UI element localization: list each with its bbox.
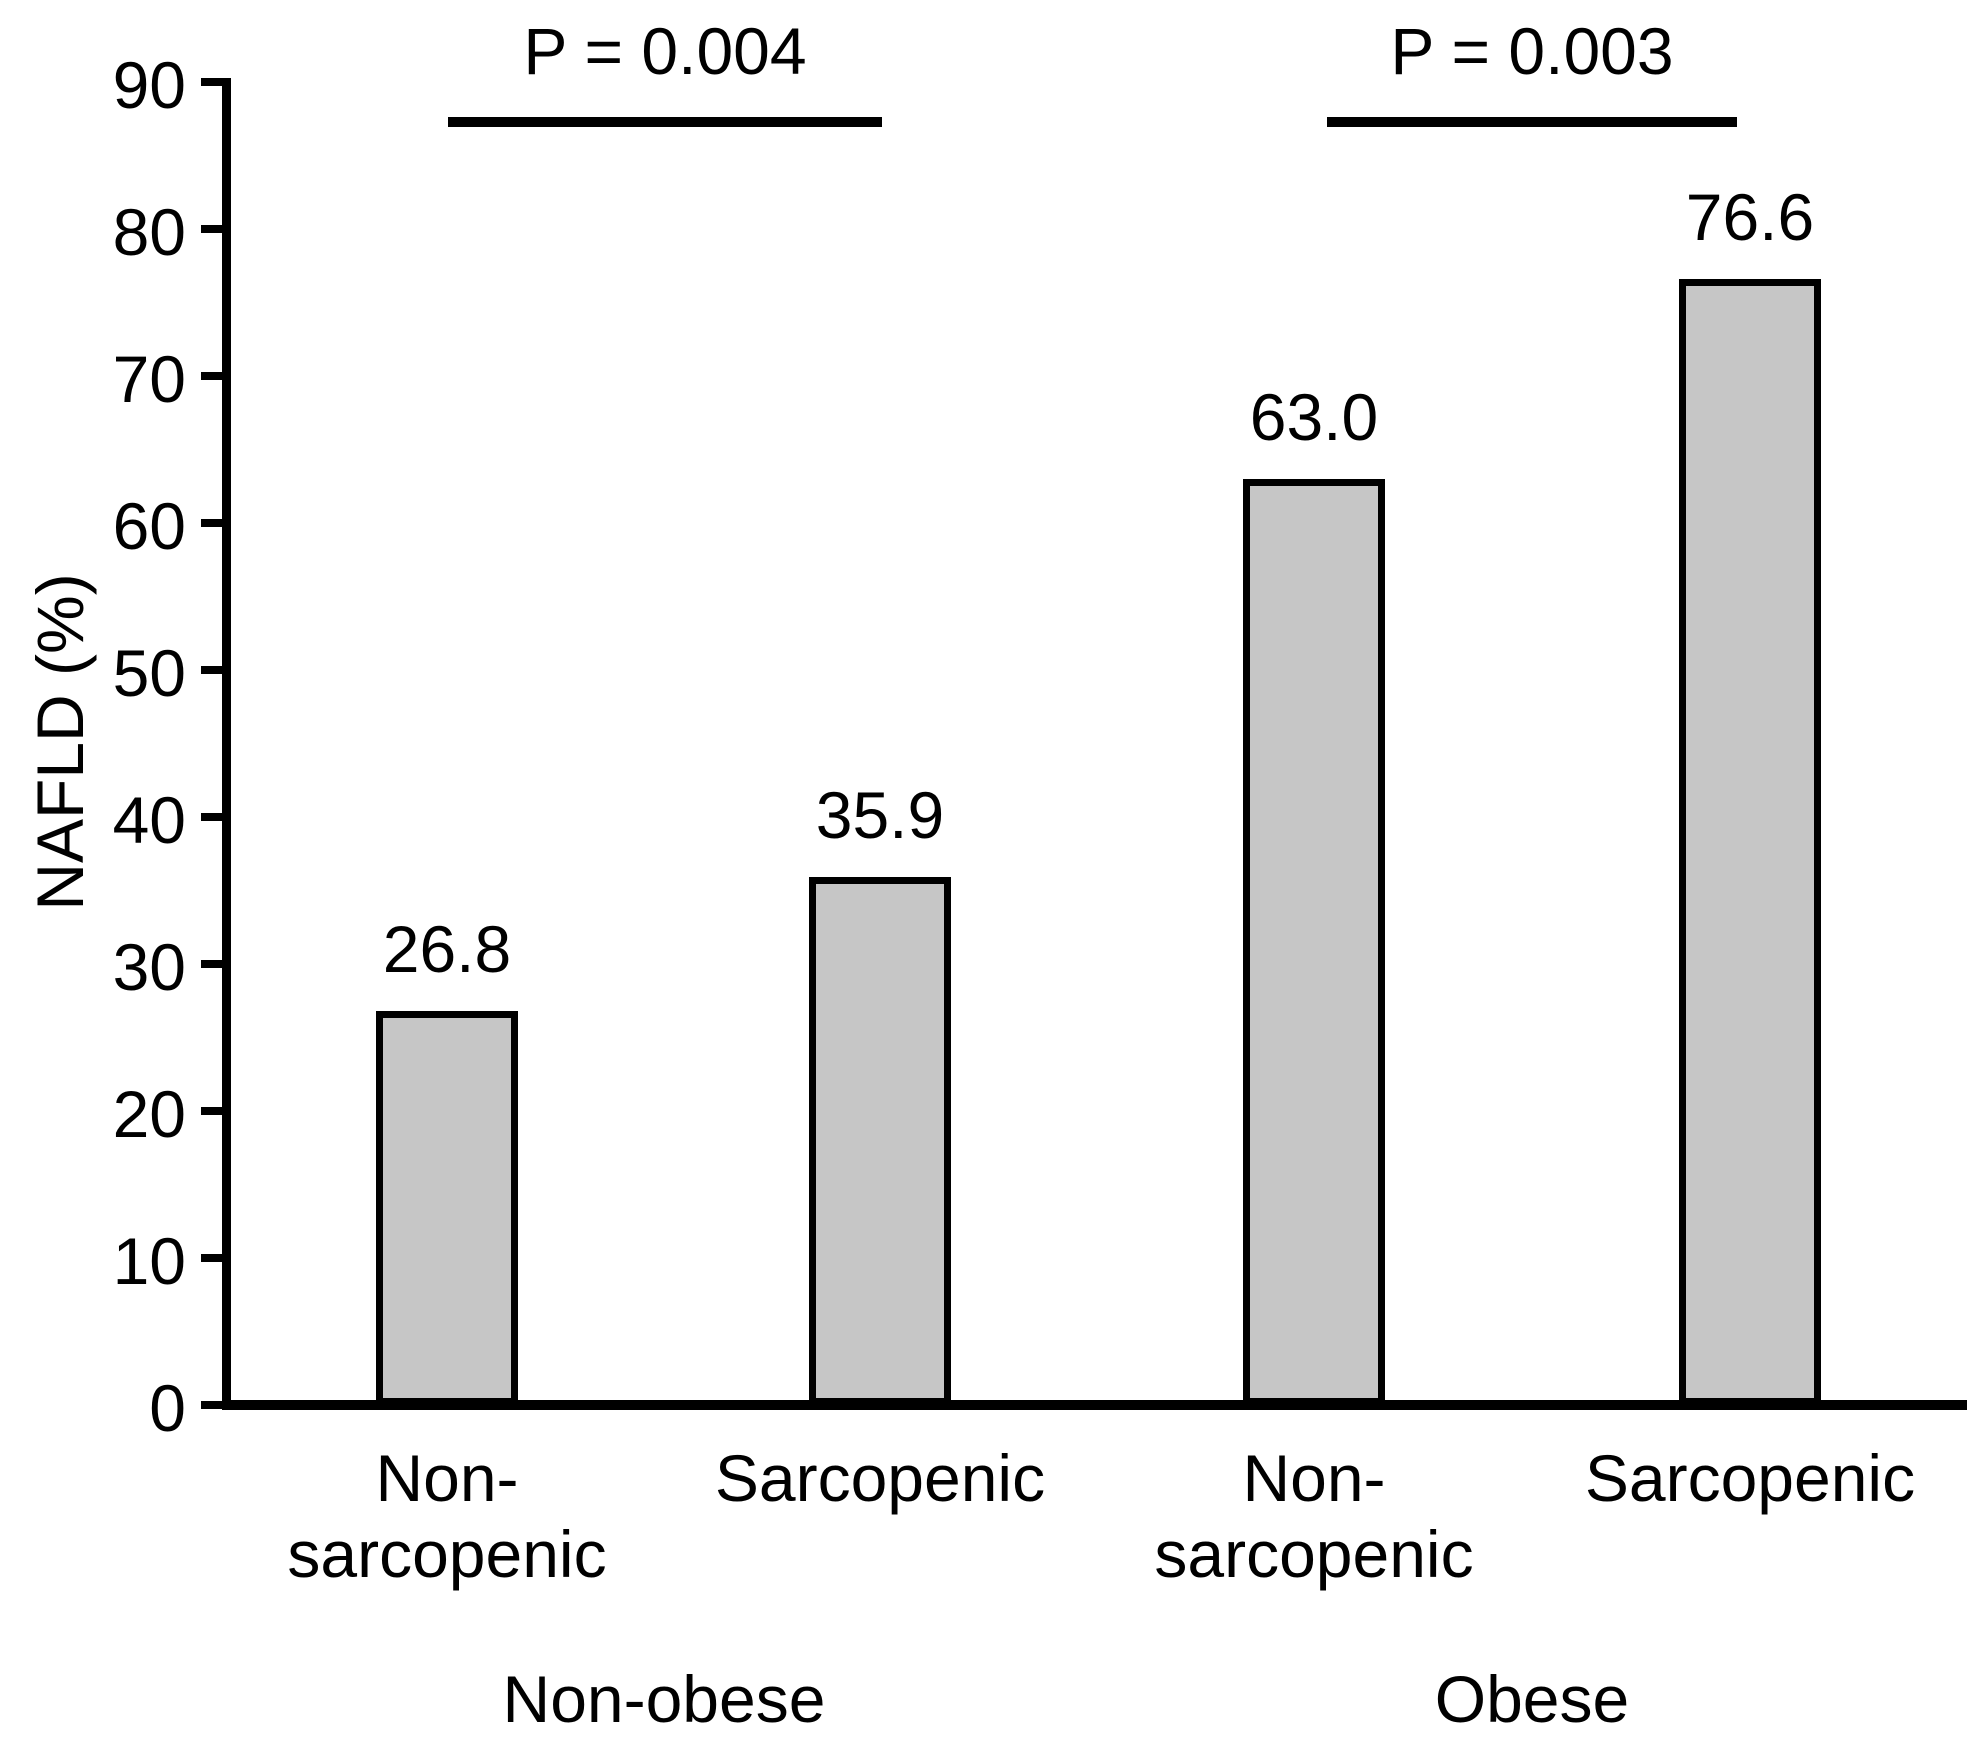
y-axis-tick xyxy=(201,813,227,821)
x-category-label-line: Non- xyxy=(375,1441,519,1515)
bar-value-label: 35.9 xyxy=(815,778,945,853)
bar xyxy=(1243,478,1385,1405)
bar-value-label: 63.0 xyxy=(1249,379,1379,454)
y-axis-tick-label: 90 xyxy=(112,48,186,122)
bar-value-label: 26.8 xyxy=(382,912,512,987)
y-axis-tick-label: 40 xyxy=(112,783,186,857)
y-axis-tick-label: 10 xyxy=(112,1224,186,1298)
x-category-label: Non-sarcopenic xyxy=(1014,1440,1614,1592)
y-axis-tick xyxy=(201,372,227,380)
y-axis-tick xyxy=(201,78,227,86)
significance-bracket-line xyxy=(448,117,882,127)
x-category-label-line: Sarcopenic xyxy=(714,1441,1046,1515)
y-axis-tick xyxy=(201,666,227,674)
y-axis-tick-label: 0 xyxy=(149,1371,186,1445)
y-axis-tick-label: 50 xyxy=(112,636,186,710)
y-axis-tick-label: 60 xyxy=(112,489,186,563)
bar xyxy=(1679,278,1821,1405)
bar xyxy=(376,1011,518,1405)
bar xyxy=(809,877,951,1405)
y-axis-tick-label: 80 xyxy=(112,195,186,269)
y-axis-tick xyxy=(201,960,227,968)
bar-value-label: 76.6 xyxy=(1685,179,1815,254)
x-category-label-line: sarcopenic xyxy=(1154,1517,1474,1591)
x-group-label: Obese xyxy=(1434,1662,1630,1736)
x-group-label: Non-obese xyxy=(502,1662,826,1736)
y-axis-tick xyxy=(201,1401,227,1409)
x-category-label: Sarcopenic xyxy=(580,1440,1180,1516)
y-axis-tick xyxy=(201,1254,227,1262)
y-axis-tick-label: 30 xyxy=(112,930,186,1004)
x-category-label-line: Non- xyxy=(1242,1441,1386,1515)
significance-bracket-line xyxy=(1327,117,1737,127)
y-axis-tick xyxy=(201,1107,227,1115)
x-category-label-line: sarcopenic xyxy=(287,1517,607,1591)
y-axis-tick-label: 70 xyxy=(112,342,186,416)
x-category-label: Sarcopenic xyxy=(1450,1440,1983,1516)
x-category-label: Non-sarcopenic xyxy=(147,1440,747,1592)
y-axis-tick xyxy=(201,519,227,527)
p-value-label: P = 0.003 xyxy=(1390,14,1674,88)
x-axis-line xyxy=(222,1400,1967,1410)
x-category-label-line: Sarcopenic xyxy=(1584,1441,1916,1515)
y-axis-tick-label: 20 xyxy=(112,1077,186,1151)
y-axis-title: NAFLD (%) xyxy=(23,573,97,911)
p-value-label: P = 0.004 xyxy=(523,14,807,88)
y-axis-tick xyxy=(201,225,227,233)
y-axis-line xyxy=(222,78,231,1410)
